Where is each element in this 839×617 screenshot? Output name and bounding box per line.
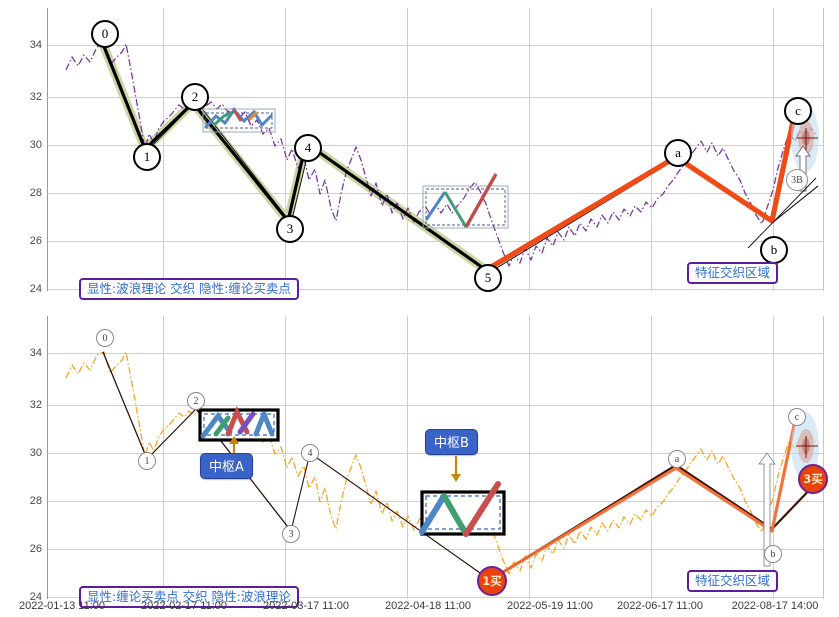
node-2[interactable]: 2	[181, 83, 209, 111]
bottom-y-axis: 34 32 30 28 26 24	[0, 316, 42, 603]
node-b[interactable]: b	[760, 236, 788, 264]
top-pivot-zone-a	[202, 107, 276, 133]
top-impulse-path	[483, 104, 799, 273]
gridline-x-4	[529, 8, 530, 291]
node-1-b[interactable]: 1	[138, 452, 156, 470]
node-0-b[interactable]: 0	[96, 329, 114, 347]
gridline-28	[48, 193, 823, 194]
top-price-series	[65, 43, 818, 267]
node-3-b[interactable]: 3	[282, 525, 300, 543]
bottom-legend: 显性:缠论买卖点 交织 隐性:波浪理论	[79, 586, 299, 608]
node-0[interactable]: 0	[91, 20, 119, 48]
top-pivot-zone-b	[422, 173, 509, 229]
x-tick-2: 2022-02-17 11:00	[140, 600, 228, 612]
y-tick-28: 28	[29, 187, 42, 199]
node-c[interactable]: c	[784, 97, 812, 125]
gridline-x-2-b	[285, 316, 286, 599]
node-5[interactable]: 5	[474, 264, 502, 292]
zone-b-arrow	[451, 456, 461, 482]
x-tick-7: 2022-08-17 14:00	[731, 600, 819, 612]
gridline-x-1	[163, 8, 164, 291]
gridline-x-4-b	[529, 316, 530, 599]
bottom-signal-ellipse	[791, 412, 819, 480]
gridline-x-6	[773, 8, 774, 291]
buy-point-1[interactable]: 1买	[477, 566, 507, 596]
gridline-24-b	[48, 597, 823, 598]
node-c-b[interactable]: c	[788, 408, 806, 426]
gridline-x-3	[407, 8, 408, 291]
zone-b-box	[419, 481, 506, 537]
x-tick-3: 2022-03-17 11:00	[262, 600, 350, 612]
top-legend: 显性:波浪理论 交织 隐性:缠论买卖点	[79, 278, 299, 300]
top-signal-leader	[747, 177, 817, 249]
x-tick-1: 2022-01-13 11:00	[18, 600, 106, 612]
bottom-price-series	[65, 351, 818, 575]
node-2-b[interactable]: 2	[187, 392, 205, 410]
node-4[interactable]: 4	[294, 134, 322, 162]
top-wave-path	[101, 42, 488, 272]
bottom-impulse-path	[488, 414, 798, 582]
top-chart-svg	[65, 39, 819, 275]
signal-badge-3b[interactable]: 3B	[786, 169, 808, 191]
x-tick-4: 2022-04-18 11:00	[384, 600, 472, 612]
y-tick-32-b: 32	[29, 399, 42, 411]
top-y-axis: 34 32 30 28 26 24	[0, 8, 42, 295]
gridline-x-5-b	[651, 316, 652, 599]
y-tick-30: 30	[29, 139, 42, 151]
zone-b-label: 中枢B	[425, 429, 478, 455]
bottom-wave-skeleton	[102, 351, 491, 581]
top-thin-connectors	[102, 43, 819, 273]
y-tick-28-b: 28	[29, 495, 42, 507]
x-axis: 2022-01-13 11:00 2022-02-17 11:00 2022-0…	[0, 598, 839, 617]
x-tick-6: 2022-06-17 11:00	[616, 600, 704, 612]
node-a[interactable]: a	[664, 139, 692, 167]
zone-a-box	[198, 405, 280, 442]
bottom-region-label: 特征交织区域	[687, 570, 779, 592]
gridline-x-6-b	[773, 316, 774, 599]
bottom-plot-area: 0 1 2 3 4 a b c 1买 3买 中枢A 中枢B	[47, 316, 828, 599]
node-b-b[interactable]: b	[764, 545, 782, 563]
y-tick-34-b: 34	[29, 347, 42, 359]
y-tick-24-b: 24	[29, 591, 42, 603]
node-1[interactable]: 1	[133, 143, 161, 171]
gridline-32	[48, 97, 823, 98]
node-a-b[interactable]: a	[668, 450, 686, 468]
bottom-panel: 34 32 30 28 26 24	[0, 308, 839, 617]
top-panel: 34 32 30 28 26 24	[0, 0, 839, 308]
gridline-x-2	[285, 8, 286, 291]
y-tick-26-b: 26	[29, 543, 42, 555]
gridline-x-5	[651, 8, 652, 291]
y-tick-32: 32	[29, 91, 42, 103]
top-region-label: 特征交织区域	[687, 262, 779, 284]
gridline-26	[48, 241, 823, 242]
gridline-34	[48, 45, 823, 46]
y-tick-30-b: 30	[29, 447, 42, 459]
zone-a-label: 中枢A	[200, 453, 253, 479]
y-tick-24: 24	[29, 283, 42, 295]
gridline-30	[48, 145, 823, 146]
gridline-24	[48, 289, 823, 290]
buy-point-3[interactable]: 3买	[798, 464, 828, 494]
node-4-b[interactable]: 4	[301, 444, 319, 462]
gridline-26-b	[48, 549, 823, 550]
gridline-x-3-b	[407, 316, 408, 599]
y-tick-34: 34	[29, 39, 42, 51]
gridline-32-b	[48, 405, 823, 406]
top-plot-area: 0 1 2 3 4 5 a b c 3B	[47, 8, 824, 292]
bottom-chart-svg	[65, 351, 820, 582]
gridline-x-1-b	[163, 316, 164, 599]
x-tick-5: 2022-05-19 11:00	[506, 600, 594, 612]
node-3[interactable]: 3	[276, 215, 304, 243]
y-tick-26: 26	[29, 235, 42, 247]
gridline-34-b	[48, 353, 823, 354]
